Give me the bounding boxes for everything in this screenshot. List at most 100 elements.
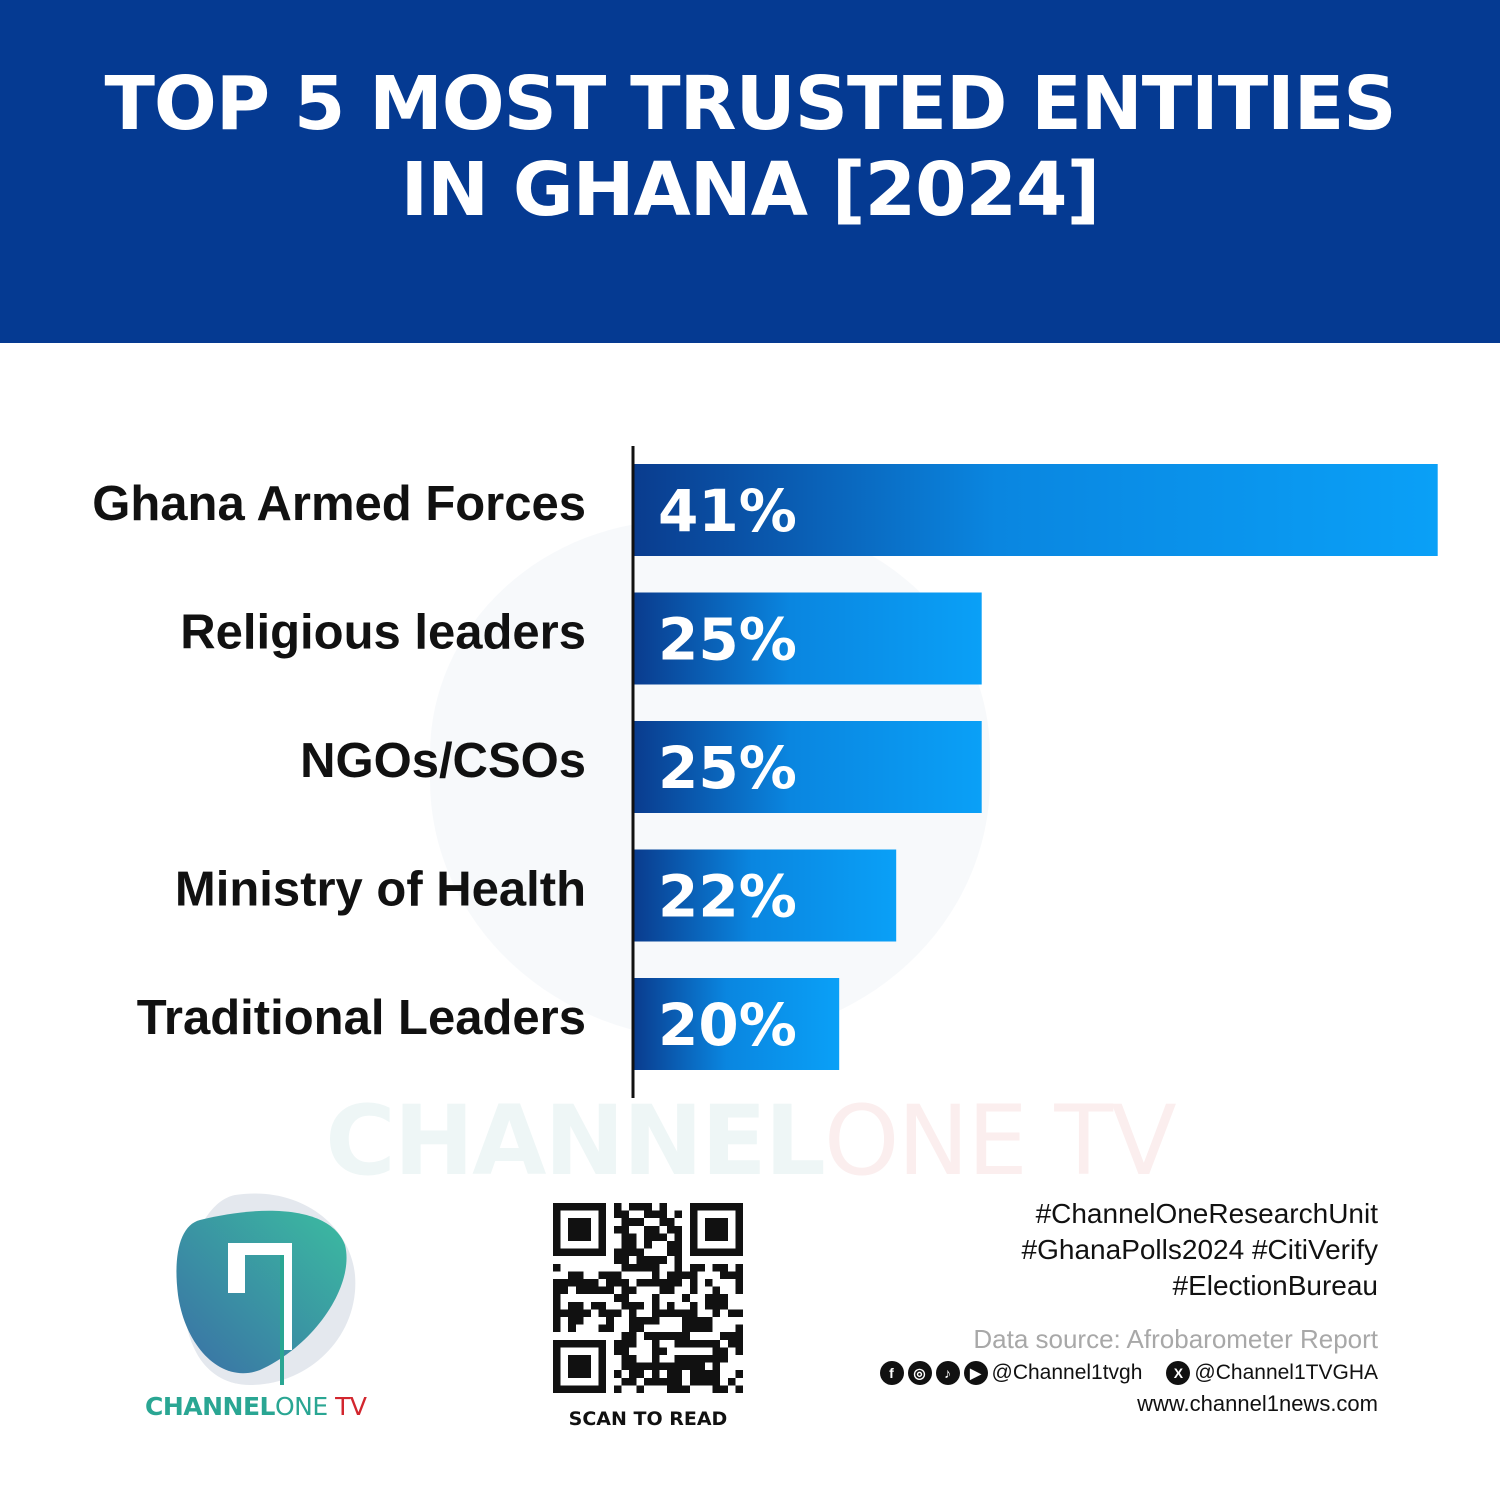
qr-module <box>613 1271 622 1279</box>
qr-module <box>735 1271 743 1279</box>
qr-module <box>697 1339 705 1348</box>
qr-module <box>651 1355 660 1363</box>
qr-module <box>568 1355 591 1378</box>
qr-module <box>659 1256 667 1264</box>
qr-module <box>674 1225 683 1234</box>
qr-module <box>712 1362 721 1371</box>
qr-module <box>659 1233 667 1241</box>
qr-module <box>682 1317 690 1325</box>
qr-module <box>735 1279 743 1287</box>
qr-module <box>629 1301 637 1310</box>
qr-module <box>659 1286 667 1295</box>
tiktok-icon[interactable]: ♪ <box>935 1361 960 1385</box>
qr-module <box>644 1317 652 1325</box>
qr-module <box>621 1294 629 1302</box>
qr-module <box>553 1294 561 1302</box>
qr-module <box>682 1339 690 1348</box>
qr-module <box>674 1241 683 1249</box>
qr-module <box>606 1309 614 1317</box>
qr-module <box>621 1332 629 1340</box>
qr-module <box>621 1248 629 1257</box>
qr-module <box>629 1355 637 1363</box>
qr-module <box>621 1225 629 1234</box>
category-label: Ghana Armed Forces <box>92 477 586 531</box>
qr-module <box>705 1355 713 1363</box>
qr-module <box>621 1279 629 1287</box>
category-label: Ministry of Health <box>175 863 586 917</box>
qr-module <box>621 1256 629 1264</box>
qr-module <box>720 1301 728 1310</box>
qr-module <box>575 1317 584 1325</box>
qr-module <box>689 1286 698 1295</box>
handle-primary[interactable]: @Channel1tvgh <box>991 1361 1143 1384</box>
qr-module <box>735 1324 743 1333</box>
qr-module <box>553 1301 561 1310</box>
qr-caption: SCAN TO READ <box>568 1408 728 1430</box>
hashtag-line: #ElectionBureau <box>1172 1270 1378 1301</box>
bar-value-label: 25% <box>658 734 797 802</box>
qr-module <box>621 1233 629 1241</box>
qr-module <box>735 1263 743 1272</box>
qr-module <box>674 1370 683 1378</box>
qr-module <box>682 1309 690 1317</box>
qr-module <box>667 1271 675 1279</box>
instagram-icon[interactable]: ◎ <box>907 1361 932 1385</box>
qr-module <box>689 1370 698 1378</box>
qr-module <box>720 1385 728 1393</box>
qr-module <box>674 1332 683 1340</box>
qr-module <box>575 1286 584 1295</box>
data-source: Data source: Afrobarometer Report <box>973 1324 1378 1354</box>
qr-module <box>727 1332 736 1340</box>
qr-module <box>712 1301 721 1310</box>
qr-module <box>705 1317 713 1325</box>
qr-module <box>621 1286 629 1295</box>
qr-module <box>705 1301 713 1310</box>
qr-module <box>560 1286 569 1295</box>
qr-module <box>651 1362 660 1371</box>
qr-module <box>568 1309 576 1317</box>
qr-module <box>553 1286 561 1295</box>
qr-module <box>720 1263 728 1272</box>
qr-module <box>689 1309 698 1317</box>
qr-module <box>667 1301 675 1310</box>
qr-module <box>705 1218 728 1241</box>
qr-module <box>682 1355 690 1363</box>
qr-module <box>598 1271 607 1279</box>
qr-module <box>651 1279 660 1287</box>
qr-module <box>644 1263 652 1272</box>
qr-module <box>636 1279 645 1287</box>
x-twitter-icon[interactable]: X <box>1166 1361 1191 1385</box>
qr-module <box>651 1377 660 1386</box>
qr-module <box>613 1203 622 1211</box>
qr-module <box>629 1324 637 1333</box>
qr-module <box>636 1218 645 1226</box>
website-link[interactable]: www.channel1news.com <box>1137 1391 1378 1416</box>
facebook-icon[interactable]: f <box>879 1361 904 1385</box>
qr-module <box>606 1271 614 1279</box>
qr-module <box>697 1324 705 1333</box>
qr-module <box>682 1324 690 1333</box>
qr-module <box>651 1317 660 1325</box>
qr-code[interactable] <box>553 1203 743 1393</box>
qr-module <box>644 1203 652 1211</box>
handle-x[interactable]: @Channel1TVGHA <box>1194 1361 1378 1384</box>
youtube-icon[interactable]: ▶ <box>963 1361 988 1385</box>
qr-module <box>705 1324 713 1333</box>
qr-module <box>735 1339 743 1348</box>
qr-module <box>682 1385 690 1393</box>
footer-info: #ChannelOneResearchUnit #GhanaPolls2024 … <box>879 1196 1378 1417</box>
bar-value-label: 25% <box>658 606 797 674</box>
qr-module <box>651 1301 660 1310</box>
qr-module <box>606 1279 614 1287</box>
qr-module <box>629 1233 637 1241</box>
qr-module <box>629 1241 637 1249</box>
qr-module <box>712 1339 721 1348</box>
qr-module <box>667 1370 675 1378</box>
category-label: Traditional Leaders <box>137 991 586 1045</box>
qr-module <box>613 1210 622 1219</box>
bar <box>634 464 1438 556</box>
qr-module <box>629 1332 637 1340</box>
qr-module <box>659 1203 667 1211</box>
qr-module <box>613 1339 622 1348</box>
qr-module <box>674 1339 683 1348</box>
